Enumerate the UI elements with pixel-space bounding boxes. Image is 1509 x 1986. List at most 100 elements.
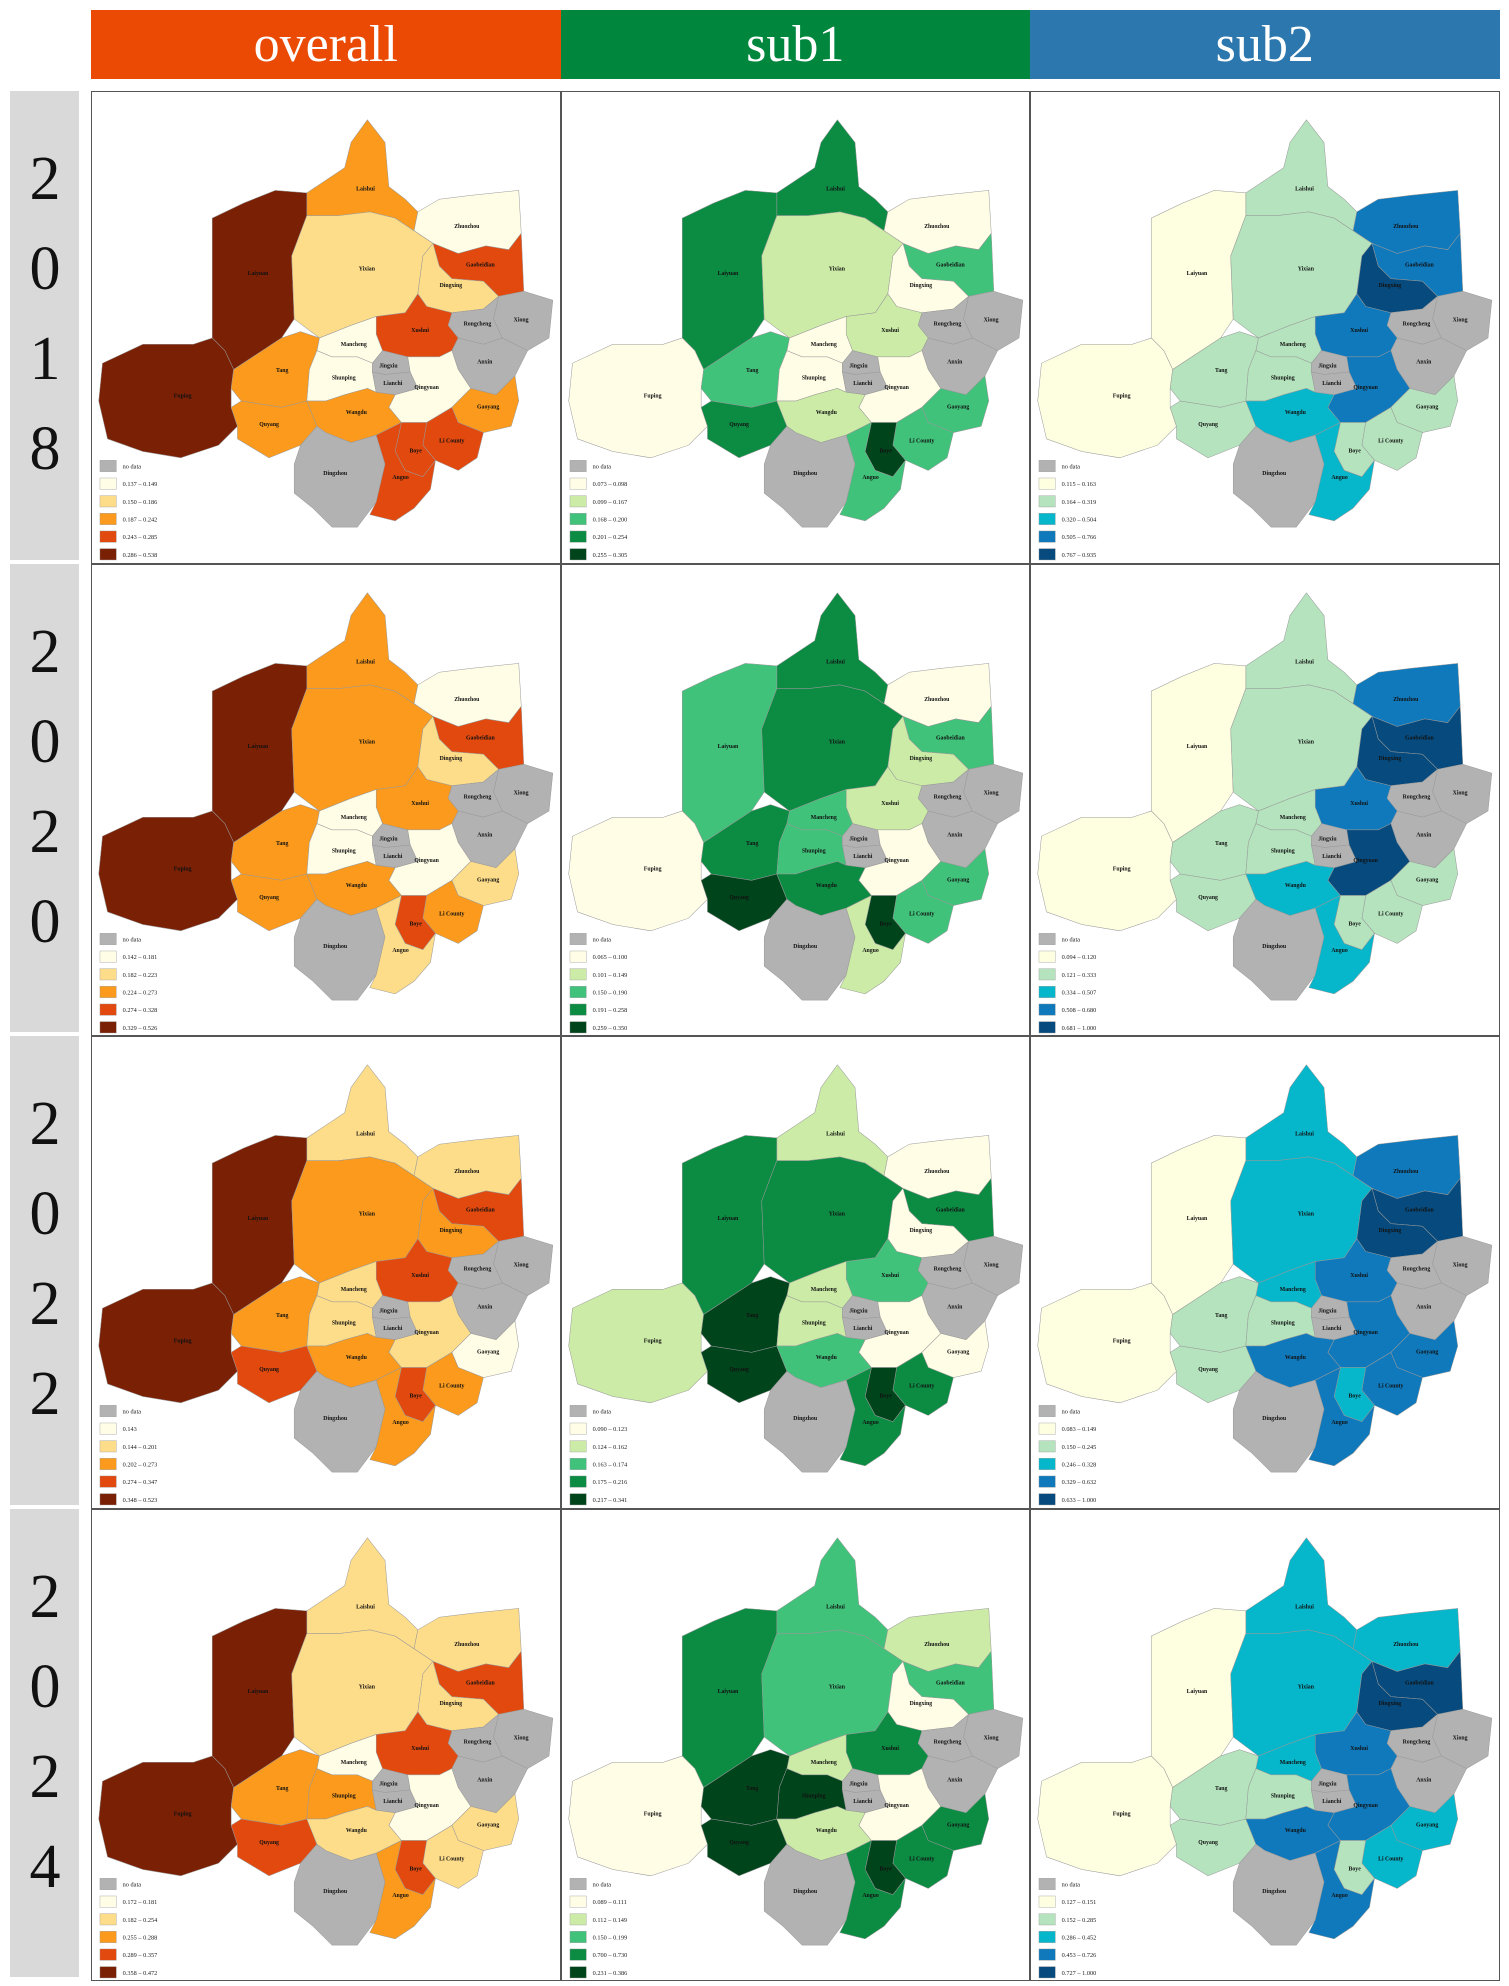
- legend-label: 0.246 – 0.328: [1062, 1462, 1097, 1469]
- county-label: Tang: [746, 368, 758, 374]
- map-panel: Laishui Zhuozhou Laiyuan Yixian Gaobeidian Di…: [560, 1036, 1030, 1509]
- county-label: Laishui: [826, 1132, 845, 1138]
- county-label: Jingxiu: [379, 1781, 398, 1787]
- county-label: Xiong: [514, 1735, 529, 1741]
- county-label: Mancheng: [341, 342, 367, 348]
- county-label: Zhuozhou: [1393, 224, 1419, 230]
- legend-swatch: [569, 1020, 587, 1033]
- county-label: Laishui: [356, 1132, 375, 1138]
- county-label: Mancheng: [810, 1287, 836, 1293]
- year-label: 2024: [11, 1562, 79, 1923]
- county-label: Xiong: [514, 1263, 529, 1269]
- legend-label: 0.150 – 0.199: [592, 1934, 627, 1941]
- county-label: Tang: [276, 368, 288, 374]
- county-label: Gaoyang: [1416, 405, 1438, 411]
- legend-swatch: [569, 495, 587, 508]
- county-label: Zhuozhou: [454, 1641, 480, 1647]
- county-label: Wangdu: [346, 883, 368, 889]
- county-label: Shunping: [332, 848, 356, 854]
- county-label: Li County: [1378, 1856, 1403, 1862]
- legend-label: no data: [592, 936, 611, 943]
- legend-swatch: [1038, 1877, 1056, 1890]
- county-label: Laiyuan: [1187, 1216, 1208, 1222]
- county-label: Fuping: [174, 1811, 192, 1817]
- county-label: Gaobeidian: [936, 1207, 965, 1213]
- legend-label: 0.202 – 0.273: [123, 1462, 158, 1469]
- legend-label: 0.172 – 0.181: [123, 1899, 158, 1906]
- legend-swatch: [569, 548, 587, 561]
- county-label: Shunping: [1271, 1793, 1295, 1799]
- county-label: Laiyuan: [1187, 271, 1208, 277]
- county-label: Fuping: [1113, 393, 1131, 399]
- legend-label: 0.274 – 0.347: [123, 1479, 158, 1486]
- county-label: Anxin: [1416, 1305, 1432, 1311]
- county-label: Jingxiu: [1318, 836, 1337, 842]
- county-label: Wangdu: [815, 1828, 837, 1834]
- legend-label: 0.065 – 0.100: [592, 954, 627, 961]
- county-label: Xiong: [514, 790, 529, 796]
- county-label: Gaoyang: [947, 877, 969, 883]
- legend-swatch: [1038, 1930, 1056, 1943]
- row-label-box: 2018: [10, 91, 79, 560]
- county-label: Gaoyang: [947, 1350, 969, 1356]
- legend-label: no data: [123, 1881, 142, 1888]
- legend-swatch: [99, 985, 117, 998]
- legend-swatch: [99, 1440, 117, 1453]
- legend-label: 0.150 – 0.190: [592, 989, 627, 996]
- county-label: Jingxiu: [1318, 1308, 1337, 1314]
- county-label: Shunping: [801, 375, 825, 381]
- county-label: Xushui: [881, 801, 899, 807]
- county-label: Xushui: [1350, 328, 1368, 334]
- county-label: Qingyuan: [1353, 1330, 1378, 1336]
- county-label: Anxin: [947, 832, 963, 838]
- county-label: Lianchi: [853, 853, 872, 859]
- county-label: Wangdu: [815, 1355, 837, 1361]
- county-label: Rongcheng: [933, 1266, 961, 1272]
- county-label: Boye: [1349, 448, 1362, 454]
- county-label: Rongcheng: [464, 794, 492, 800]
- county-label: Laiyuan: [1187, 744, 1208, 750]
- legend-label: 0.255 – 0.305: [592, 552, 627, 559]
- map-panel: Laishui Zhuozhou Laiyuan Yixian Gaobeidian Di…: [1030, 563, 1500, 1036]
- county-label: Lianchi: [383, 1326, 402, 1332]
- legend-swatch: [1038, 985, 1056, 998]
- county: [567, 1755, 708, 1876]
- county-label: Anxin: [477, 832, 493, 838]
- county-label: Zhuozhou: [1393, 1641, 1419, 1647]
- county-label: Gaobeidian: [936, 735, 965, 741]
- county-label: Fuping: [1113, 1811, 1131, 1817]
- county-label: Qingyuan: [884, 385, 909, 391]
- county-label: Qingyuan: [1353, 857, 1378, 863]
- map-panel: Laishui Zhuozhou Laiyuan Yixian Gaobeidian Di…: [1030, 1036, 1500, 1509]
- county-label: Gaobeidian: [466, 1680, 495, 1686]
- county-label: Xushui: [881, 1273, 899, 1279]
- county-label: Rongcheng: [933, 321, 961, 327]
- county-label: Zhuozhou: [454, 1169, 480, 1175]
- county-label: Quyang: [259, 894, 279, 900]
- county-label: Dingzhou: [793, 943, 818, 949]
- county: [567, 810, 708, 931]
- map-panel: Laishui Zhuozhou Laiyuan Yixian Gaobeidian Di…: [560, 1508, 1030, 1981]
- county-label: Quyang: [729, 1839, 749, 1845]
- county: [1308, 894, 1375, 994]
- county-label: Shunping: [801, 848, 825, 854]
- county-label: Shunping: [332, 1793, 356, 1799]
- legend-swatch: [1038, 950, 1056, 963]
- county: [839, 894, 906, 994]
- county-label: Zhuozhou: [1393, 696, 1419, 702]
- county-label: Laishui: [1295, 187, 1314, 193]
- county-label: Shunping: [801, 1320, 825, 1326]
- county-label: Anxin: [1416, 360, 1432, 366]
- county-label: Zhuozhou: [924, 696, 950, 702]
- county-label: Li County: [1378, 911, 1403, 917]
- county-label: Tang: [1215, 841, 1227, 847]
- county-label: Dingxing: [1379, 755, 1402, 761]
- legend-swatch: [569, 985, 587, 998]
- county-label: Wangdu: [1285, 1355, 1307, 1361]
- county-label: Xushui: [411, 801, 429, 807]
- county-label: Quyang: [1198, 422, 1218, 428]
- legend-label: 0.101 – 0.149: [592, 971, 627, 978]
- legend-label: 0.073 – 0.098: [592, 481, 627, 488]
- legend-swatch: [99, 477, 117, 490]
- county-label: Fuping: [174, 393, 192, 399]
